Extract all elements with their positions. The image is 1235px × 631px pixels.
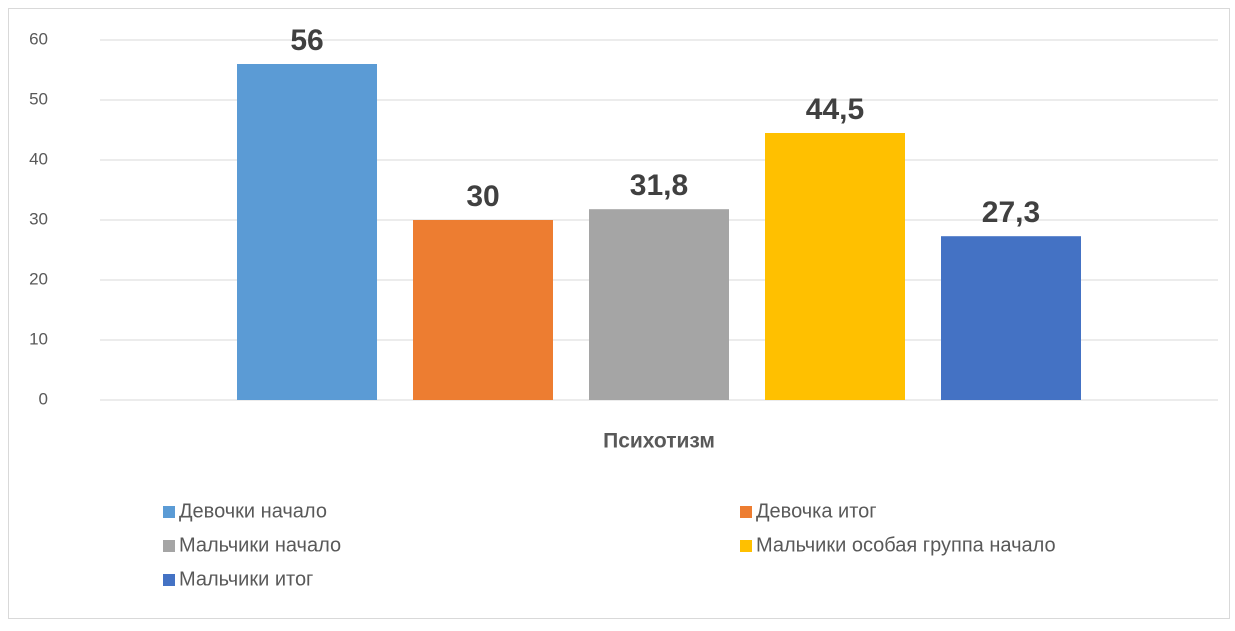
legend-label: Мальчики особая группа начало (756, 534, 1056, 556)
legend-label: Мальчики итог (179, 568, 313, 590)
data-label: 44,5 (806, 93, 864, 126)
legend-swatch (163, 540, 175, 552)
y-tick-label: 50 (29, 89, 48, 108)
bar (589, 209, 729, 400)
bar (765, 133, 905, 400)
legend-swatch (740, 540, 752, 552)
x-tick-label: Психотизм (603, 430, 715, 453)
bar (941, 236, 1081, 400)
legend-label: Девочки начало (179, 500, 327, 522)
bar (413, 220, 553, 400)
y-tick-label: 40 (29, 149, 48, 168)
bar (237, 64, 377, 400)
data-label: 27,3 (982, 196, 1040, 229)
data-label: 31,8 (630, 169, 688, 202)
legend-swatch (163, 506, 175, 518)
legend-swatch (163, 574, 175, 586)
y-tick-label: 60 (29, 29, 48, 48)
y-tick-label: 30 (29, 209, 48, 228)
legend-label: Мальчики начало (179, 534, 341, 556)
legend-label: Девочка итог (756, 500, 877, 522)
data-label: 56 (290, 24, 323, 57)
legend-swatch (740, 506, 752, 518)
y-tick-label: 0 (39, 389, 48, 408)
y-tick-label: 20 (29, 269, 48, 288)
data-label: 30 (466, 180, 499, 213)
y-tick-label: 10 (29, 329, 48, 348)
